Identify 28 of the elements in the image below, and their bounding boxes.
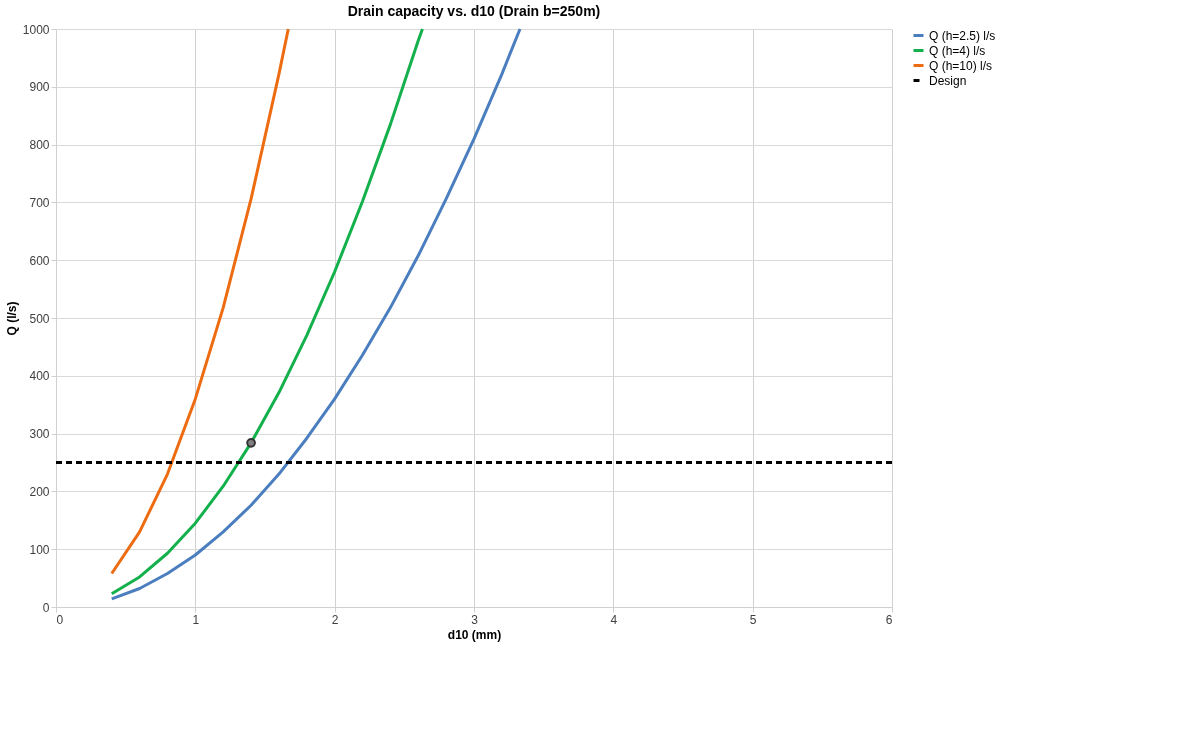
x-tick-label: 3 (471, 612, 479, 627)
y-tick-label: 900 (29, 80, 50, 95)
y-tick-label: 200 (29, 484, 50, 499)
x-tick-label: 5 (749, 612, 757, 627)
y-axis-title: Q (l/s) (4, 301, 19, 336)
y-tick-label: 500 (29, 311, 50, 326)
y-tick-label: 300 (29, 427, 50, 442)
line-series (110, 27, 522, 601)
y-tick-label: 700 (29, 195, 50, 210)
x-tick-label: 4 (610, 612, 618, 627)
legend-label: Q (h=2.5) l/s (929, 28, 996, 43)
x-tick-label: 0 (56, 612, 64, 627)
y-tick-label: 800 (29, 138, 50, 153)
line-series (110, 27, 290, 575)
y-tick-label: 100 (29, 542, 50, 557)
y-tick-label: 0 (42, 600, 50, 615)
x-tick-label: 1 (192, 612, 200, 627)
y-tick-label: 600 (29, 253, 50, 268)
y-tick-label: 400 (29, 369, 50, 384)
x-tick-label: 6 (885, 612, 893, 627)
y-tick-label: 1000 (22, 22, 50, 37)
legend-label: Q (h=10) l/s (929, 58, 993, 73)
x-tick-label: 2 (331, 612, 339, 627)
legend-label: Q (h=4) l/s (929, 43, 986, 58)
x-axis-title: d10 (mm) (447, 627, 502, 642)
legend-label: Design (929, 73, 967, 88)
chart-title: Drain capacity vs. d10 (Drain b=250m) (347, 3, 601, 19)
line-series (110, 27, 424, 596)
